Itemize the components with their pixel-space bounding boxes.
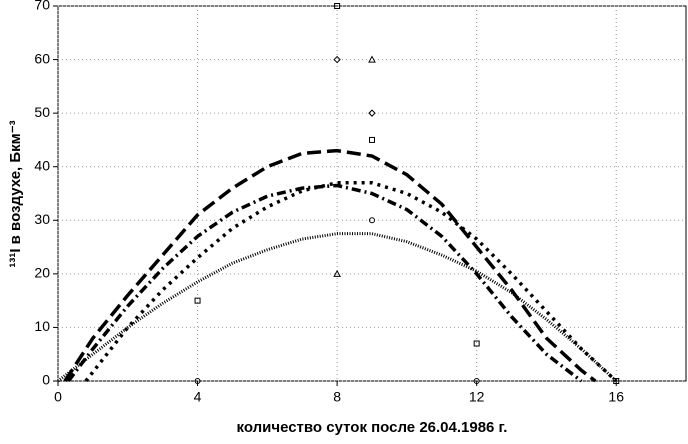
y-tick-label: 20 [34, 265, 50, 281]
y-tick-label: 0 [42, 372, 50, 388]
y-tick-label: 30 [34, 211, 50, 227]
y-tick-label: 50 [34, 104, 50, 120]
circle-marker [194, 378, 201, 384]
y-axis-label: ¹³¹I в воздухе, Бкм⁻³ [7, 120, 24, 267]
square-marker [473, 340, 480, 347]
circle-marker [369, 217, 375, 224]
square-marker [194, 297, 201, 304]
circle-marker [473, 378, 480, 384]
curve [84, 181, 618, 383]
y-tick-label: 70 [34, 0, 50, 13]
curve [57, 232, 618, 383]
x-tick-label: 16 [608, 389, 624, 405]
y-tick-label: 40 [34, 157, 50, 173]
x-axis-label: количество суток после 26.04.1986 г. [237, 419, 508, 436]
curve [63, 148, 597, 383]
x-tick-label: 12 [469, 389, 485, 405]
plot-frame [57, 5, 687, 382]
diamond-marker [368, 109, 376, 117]
square-marker [613, 378, 620, 384]
x-tick-label: 4 [194, 389, 202, 405]
y-tick-label: 10 [34, 318, 50, 334]
y-tick-label: 60 [34, 50, 50, 66]
square-marker [369, 136, 375, 143]
x-tick-label: 0 [54, 389, 62, 405]
square-marker [334, 3, 341, 9]
triangle-marker [368, 55, 376, 63]
triangle-marker [333, 269, 341, 277]
curve [67, 183, 583, 383]
x-tick-label: 8 [333, 389, 341, 405]
diamond-marker [333, 55, 341, 64]
